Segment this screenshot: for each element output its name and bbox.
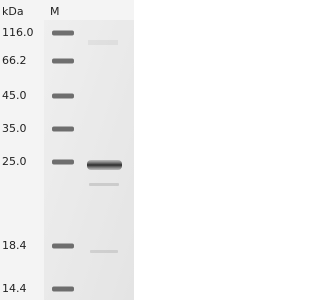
faint-band xyxy=(88,40,118,45)
marker-band xyxy=(52,30,74,36)
marker-label: 14.4 xyxy=(2,282,27,295)
faint-band xyxy=(89,183,119,186)
marker-label: 25.0 xyxy=(2,155,27,168)
sample-band xyxy=(87,160,122,170)
gel-image: kDa M 116.0 66.2 45.0 35.0 25.0 18.4 14.4 xyxy=(0,0,134,300)
marker-band xyxy=(52,286,74,292)
marker-label: 35.0 xyxy=(2,122,27,135)
marker-label: 18.4 xyxy=(2,239,27,252)
marker-label: 116.0 xyxy=(2,26,34,39)
marker-band xyxy=(52,58,74,64)
marker-band xyxy=(52,126,74,132)
marker-lane xyxy=(52,30,74,292)
marker-band xyxy=(52,243,74,249)
lane-label: M xyxy=(50,5,60,18)
marker-label: 66.2 xyxy=(2,54,27,67)
unit-label: kDa xyxy=(2,5,24,18)
faint-band xyxy=(90,250,118,253)
marker-label: 45.0 xyxy=(2,89,27,102)
marker-band xyxy=(52,159,74,165)
marker-band xyxy=(52,93,74,99)
